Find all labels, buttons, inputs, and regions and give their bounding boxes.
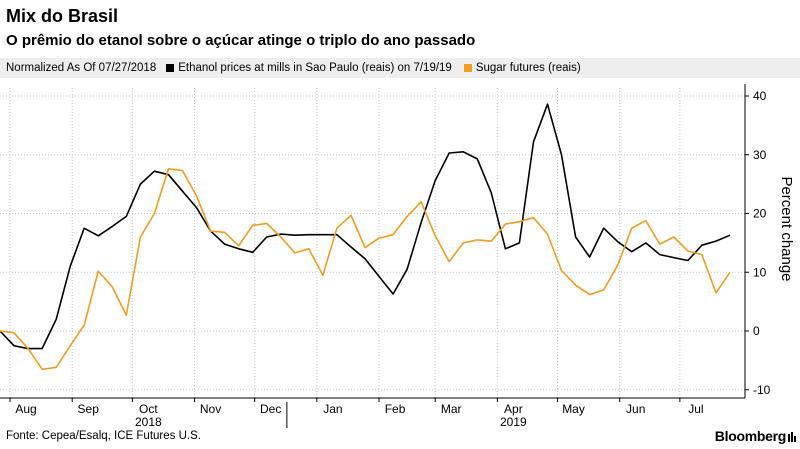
legend-item-sugar: Sugar futures (reais) [463, 62, 581, 74]
y-tick-label: 10 [753, 265, 767, 279]
legend-swatch-ethanol [166, 64, 175, 72]
x-year-label: 2018 [135, 415, 162, 429]
y-tick-label: 0 [753, 324, 760, 338]
normalization-note: Normalized As Of 07/27/2018 [6, 62, 157, 74]
y-tick-label: 30 [753, 148, 767, 162]
y-axis-label: Percent change [778, 176, 795, 281]
legend-item-ethanol: Ethanol prices at mills in Sao Paulo (re… [166, 62, 452, 74]
series-line-sugar [0, 168, 731, 370]
x-tick-label: Jan [323, 402, 342, 416]
x-tick-label: Jun [626, 402, 645, 416]
y-tick-label: 20 [753, 207, 767, 221]
x-tick-label: Feb [385, 402, 406, 416]
x-tick-label: Apr [504, 402, 523, 416]
chart-title: Mix do Brasil [6, 6, 119, 26]
x-tick-label: May [562, 402, 585, 416]
chart-subtitle: O prêmio do etanol sobre o açúcar atinge… [6, 32, 476, 49]
x-tick-label: Aug [15, 402, 36, 416]
x-year-label: 2019 [500, 415, 527, 429]
y-tick-label: -10 [753, 383, 771, 397]
x-tick-label: Nov [200, 402, 221, 416]
y-tick-label: 40 [753, 89, 767, 103]
x-tick-label: Mar [441, 402, 462, 416]
x-tick-label: Jul [688, 402, 703, 416]
legend-label-ethanol: Ethanol prices at mills in Sao Paulo (re… [178, 62, 452, 74]
bloomberg-logo: Bloomberg [714, 428, 787, 444]
x-tick-label: Oct [139, 402, 158, 416]
legend-label-sugar: Sugar futures (reais) [475, 62, 581, 74]
x-tick-label: Sep [78, 402, 100, 416]
x-tick-label: Dec [260, 402, 281, 416]
legend: Normalized As Of 07/27/2018 Ethanol pric… [0, 58, 800, 78]
bloomberg-mark-icon [788, 432, 796, 442]
source-note: Fonte: Cepea/Esalq, ICE Futures U.S. [6, 430, 201, 442]
series-line-ethanol [0, 103, 731, 350]
legend-swatch-sugar [463, 64, 472, 72]
